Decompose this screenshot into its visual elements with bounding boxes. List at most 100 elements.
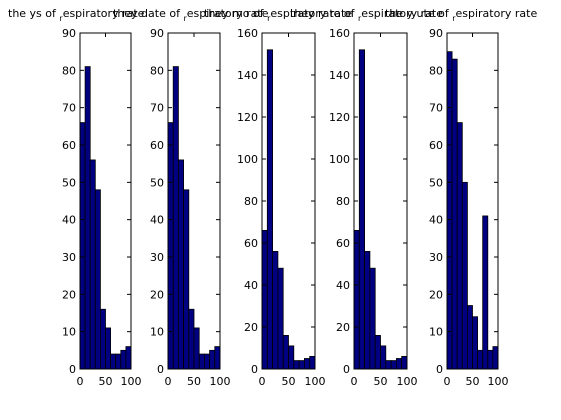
histogram-bar — [172, 66, 179, 370]
y-tick-label: 60 — [429, 139, 443, 152]
y-tick-label: 0 — [343, 363, 350, 376]
y-tick-label: 70 — [429, 102, 443, 115]
y-tick-label: 20 — [429, 288, 443, 301]
x-tick-label: 0 — [77, 375, 84, 388]
histogram-bar — [358, 49, 365, 370]
histogram-bar — [214, 346, 221, 370]
y-tick-label: 80 — [336, 195, 350, 208]
y-tick-label: 20 — [244, 321, 258, 334]
x-tick-label: 100 — [305, 375, 326, 388]
panel-title: they date of respiratory rate — [113, 7, 269, 23]
panel-title-text: espiratory rate — [187, 7, 269, 20]
panel-title: the y ute of respiratory rate — [385, 7, 537, 23]
y-tick-label: 60 — [150, 139, 164, 152]
x-tick-label: 100 — [397, 375, 418, 388]
y-tick-label: 10 — [62, 326, 76, 339]
y-tick-label: 160 — [237, 27, 258, 40]
y-tick-label: 90 — [429, 27, 443, 40]
histogram-bar — [303, 358, 311, 370]
panel-title-text: espiratory rate — [63, 7, 145, 20]
y-tick-label: 0 — [436, 363, 443, 376]
y-tick-label: 30 — [150, 251, 164, 264]
histogram-bar — [84, 66, 91, 370]
histogram-panel-5: 0 10 20 30 40 50 60 70 80 90 0 50 100 the y ute of re… — [385, 7, 537, 388]
histogram-bar — [282, 334, 289, 370]
x-tick-label: 50 — [187, 375, 201, 388]
histogram-bar — [125, 346, 132, 370]
y-tick-label: 30 — [429, 251, 443, 264]
histogram-bar — [380, 345, 387, 370]
histogram-bar — [353, 229, 360, 370]
histogram-panel-1: 0 10 20 30 40 50 60 70 80 90 0 50 100 the ys of respi… — [8, 7, 145, 388]
histogram-panel-3: 0 20 40 60 80 100 120 140 160 0 50 100 they mo of re… — [204, 7, 352, 388]
y-tick-label: 80 — [62, 64, 76, 77]
y-tick-label: 90 — [150, 27, 164, 40]
histogram-bar — [390, 360, 397, 370]
panel-title-subscript: r — [59, 14, 63, 23]
y-tick-label: 100 — [237, 153, 258, 166]
histogram-bar — [198, 353, 205, 370]
y-tick-label: 60 — [336, 237, 350, 250]
y-tick-label: 100 — [329, 153, 350, 166]
y-tick-label: 50 — [62, 176, 76, 189]
panel-title-text: espiratory rate — [270, 7, 352, 20]
histogram-bar — [272, 250, 279, 370]
histogram-bar — [277, 267, 284, 370]
y-tick-label: 60 — [62, 139, 76, 152]
panel-title-text: they date of — [113, 7, 183, 20]
panel-title-text: espiratory rate — [456, 7, 538, 20]
y-tick-label: 10 — [429, 326, 443, 339]
x-tick-label: 100 — [121, 375, 142, 388]
y-tick-label: 40 — [62, 214, 76, 227]
histogram-bar — [120, 349, 127, 370]
histogram-bar — [183, 189, 190, 370]
histogram-bar — [456, 122, 463, 370]
x-tick-label: 0 — [165, 375, 172, 388]
histogram-bar — [364, 250, 371, 370]
y-tick-label: 70 — [150, 102, 164, 115]
histogram-bar — [395, 358, 403, 370]
y-tick-label: 20 — [150, 288, 164, 301]
x-tick-label: 50 — [99, 375, 113, 388]
histogram-bar — [466, 305, 473, 370]
y-tick-label: 140 — [237, 69, 258, 82]
histogram-bar — [461, 181, 468, 370]
histogram-bar — [487, 349, 494, 370]
panel-title: the ys of respiratory rate — [8, 7, 145, 23]
histogram-bar — [482, 215, 489, 370]
panel-title: they mo of respiratory rate — [204, 7, 352, 23]
y-tick-label: 80 — [150, 64, 164, 77]
y-tick-label: 60 — [244, 237, 258, 250]
y-tick-label: 140 — [329, 69, 350, 82]
y-tick-label: 20 — [336, 321, 350, 334]
y-tick-label: 0 — [157, 363, 164, 376]
y-tick-label: 0 — [69, 363, 76, 376]
histogram-bar — [288, 345, 295, 370]
histogram-bar — [446, 51, 453, 370]
panel-title-text: they rate of — [290, 7, 358, 20]
histogram-bar — [115, 353, 122, 370]
histogram-bar — [261, 229, 268, 370]
y-tick-label: 160 — [329, 27, 350, 40]
histogram-bar — [100, 308, 106, 370]
panel-title-subscript: r — [183, 14, 187, 23]
panel-title: they rate of respiratory rate — [290, 7, 443, 23]
histogram-bar — [492, 346, 499, 370]
y-tick-label: 40 — [336, 279, 350, 292]
y-tick-label: 20 — [62, 288, 76, 301]
histogram-bar — [309, 355, 316, 370]
y-tick-label: 120 — [329, 111, 350, 124]
panel-title-subscript: r — [452, 14, 456, 23]
histogram-panel-2: 0 10 20 30 40 50 60 70 80 90 0 50 100 they date of re… — [113, 7, 269, 388]
x-tick-label: 50 — [374, 375, 388, 388]
y-tick-label: 40 — [150, 214, 164, 227]
y-tick-label: 70 — [62, 102, 76, 115]
y-tick-label: 90 — [62, 27, 76, 40]
panel-title-text: espiratory rate — [361, 7, 443, 20]
histogram-bar — [209, 349, 216, 370]
histogram-bar — [188, 308, 195, 370]
y-tick-label: 50 — [429, 176, 443, 189]
x-tick-label: 0 — [351, 375, 358, 388]
